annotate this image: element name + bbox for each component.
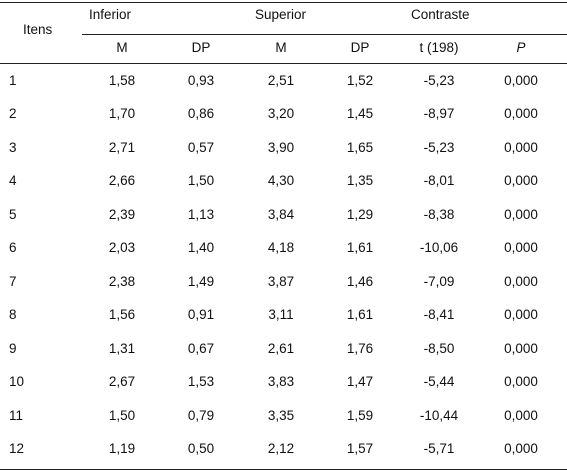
m-superior-header: M: [275, 40, 287, 55]
table-cell-dp-superior: 1,57: [346, 441, 374, 456]
table-cell-dp-inferior: 0,50: [187, 441, 215, 456]
table-cell-t-value: -10,06: [419, 240, 459, 255]
table-cell-item: 6: [9, 240, 17, 255]
t-header: t (198): [419, 40, 459, 55]
table-cell-dp-inferior: 0,79: [187, 408, 215, 423]
table-cell-dp-superior: 1,61: [346, 240, 374, 255]
table-cell-m-superior: 3,87: [267, 274, 295, 289]
table-cell-m-superior: 3,35: [267, 408, 295, 423]
table-cell-dp-superior: 1,59: [346, 408, 374, 423]
table-cell-item: 7: [9, 274, 17, 289]
table-cell-p-value: 0,000: [504, 441, 538, 456]
table-cell-t-value: -8,01: [423, 173, 455, 188]
bottom-rule: [0, 469, 567, 470]
table-cell-item: 11: [9, 408, 24, 423]
table-cell-dp-inferior: 1,13: [187, 207, 215, 222]
table-cell-m-inferior: 1,19: [108, 441, 136, 456]
table-cell-p-value: 0,000: [504, 106, 538, 121]
table-cell-t-value: -5,23: [423, 73, 455, 88]
table-cell-item: 2: [9, 106, 17, 121]
table-cell-t-value: -8,50: [423, 341, 455, 356]
table-cell-m-superior: 2,51: [267, 73, 295, 88]
table-cell-p-value: 0,000: [504, 207, 538, 222]
table-cell-p-value: 0,000: [504, 307, 538, 322]
table-cell-m-superior: 3,20: [267, 106, 295, 121]
table-cell-dp-superior: 1,47: [346, 374, 374, 389]
table-cell-t-value: -10,44: [419, 408, 459, 423]
table-cell-dp-inferior: 0,67: [187, 341, 215, 356]
table-cell-p-value: 0,000: [504, 73, 538, 88]
table-cell-dp-superior: 1,29: [346, 207, 374, 222]
table-cell-dp-inferior: 0,57: [187, 140, 215, 155]
table-cell-p-value: 0,000: [504, 274, 538, 289]
m-inferior-header: M: [116, 40, 128, 55]
table-cell-m-inferior: 2,66: [108, 173, 136, 188]
table-cell-m-inferior: 1,58: [108, 73, 136, 88]
table-cell-m-inferior: 2,03: [108, 240, 136, 255]
table-cell-item: 5: [9, 207, 17, 222]
table-cell-t-value: -5,71: [423, 441, 455, 456]
contraste-header: Contraste: [411, 7, 470, 22]
table-cell-m-inferior: 2,71: [108, 140, 136, 155]
table-cell-item: 1: [9, 73, 17, 88]
table-cell-dp-superior: 1,45: [346, 106, 374, 121]
table-cell-item: 10: [9, 374, 25, 389]
table-cell-dp-superior: 1,35: [346, 173, 374, 188]
table-cell-item: 3: [9, 140, 17, 155]
table-cell-dp-inferior: 1,49: [187, 274, 215, 289]
table-cell-m-superior: 2,12: [267, 441, 295, 456]
table-cell-m-inferior: 1,31: [108, 341, 136, 356]
table-cell-t-value: -8,41: [423, 307, 455, 322]
table-cell-dp-inferior: 1,50: [187, 173, 215, 188]
table-cell-m-superior: 2,61: [267, 341, 295, 356]
table-cell-t-value: -7,09: [423, 274, 455, 289]
table-cell-m-inferior: 1,56: [108, 307, 136, 322]
table-cell-p-value: 0,000: [504, 140, 538, 155]
table-cell-dp-superior: 1,46: [346, 274, 374, 289]
table-cell-dp-inferior: 0,91: [187, 307, 215, 322]
table-cell-m-superior: 3,84: [267, 207, 295, 222]
table-cell-p-value: 0,000: [504, 374, 538, 389]
table-cell-m-inferior: 1,70: [108, 106, 136, 121]
table-cell-t-value: -5,23: [423, 140, 455, 155]
table-cell-dp-superior: 1,61: [346, 307, 374, 322]
table-cell-dp-inferior: 1,40: [187, 240, 215, 255]
table-cell-dp-inferior: 0,86: [187, 106, 215, 121]
table-cell-m-inferior: 1,50: [108, 408, 136, 423]
table-cell-p-value: 0,000: [504, 341, 538, 356]
table-cell-p-value: 0,000: [504, 408, 538, 423]
p-header: P: [516, 40, 526, 55]
inferior-header: Inferior: [89, 7, 132, 22]
table-cell-dp-superior: 1,76: [346, 341, 374, 356]
group-rule: [82, 34, 567, 35]
table-cell-m-superior: 4,30: [267, 173, 295, 188]
table-cell-m-superior: 3,83: [267, 374, 295, 389]
header-rule: [0, 63, 567, 64]
table-cell-item: 9: [9, 341, 17, 356]
table-cell-m-inferior: 2,39: [108, 207, 136, 222]
table-cell-dp-inferior: 1,53: [187, 374, 215, 389]
table-cell-t-value: -8,97: [423, 106, 455, 121]
table-cell-item: 8: [9, 307, 17, 322]
table-cell-m-superior: 3,90: [267, 140, 295, 155]
table-cell-dp-superior: 1,52: [346, 73, 374, 88]
table-cell-t-value: -8,38: [423, 207, 455, 222]
dp-superior-header: DP: [350, 40, 370, 55]
table-cell-p-value: 0,000: [504, 173, 538, 188]
table-cell-m-inferior: 2,38: [108, 274, 136, 289]
dp-inferior-header: DP: [191, 40, 211, 55]
table-cell-item: 12: [9, 441, 25, 456]
table-cell-dp-inferior: 0,93: [187, 73, 215, 88]
table-cell-p-value: 0,000: [504, 240, 538, 255]
table-cell-t-value: -5,44: [423, 374, 455, 389]
table-cell-m-superior: 3,11: [268, 307, 294, 322]
superior-header: Superior: [255, 7, 307, 22]
table-cell-dp-superior: 1,65: [346, 140, 374, 155]
top-rule: [0, 2, 567, 3]
table-cell-m-superior: 4,18: [267, 240, 295, 255]
table-cell-m-inferior: 2,67: [108, 374, 136, 389]
table-cell-item: 4: [9, 173, 17, 188]
itens-header: Itens: [23, 22, 53, 37]
